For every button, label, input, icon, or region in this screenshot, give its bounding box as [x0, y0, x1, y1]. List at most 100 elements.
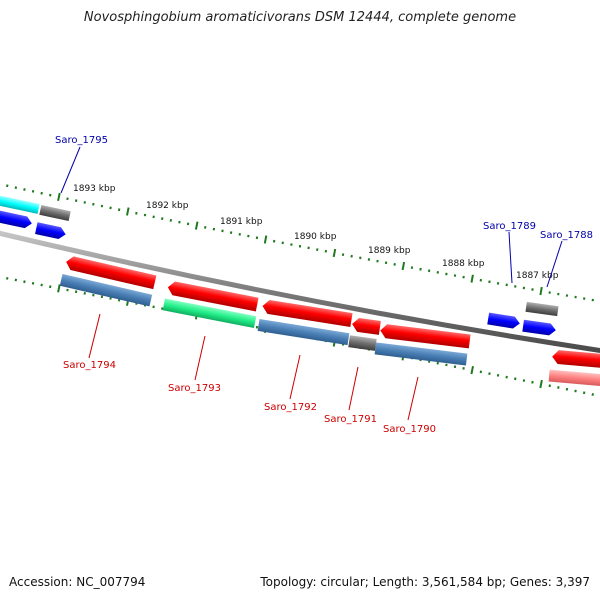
major-tick — [332, 248, 337, 258]
minor-tick — [591, 393, 594, 396]
gene-saro-1791-red-feature[interactable] — [351, 317, 381, 335]
minor-tick — [83, 201, 86, 204]
minor-tick — [66, 197, 69, 201]
minor-tick — [557, 386, 560, 389]
gene-pink-feature[interactable] — [548, 369, 600, 387]
minor-tick — [161, 307, 164, 310]
minor-tick — [582, 391, 586, 395]
minor-tick — [436, 361, 439, 365]
gene-label-saro-1791[interactable]: Saro_1791 — [324, 414, 377, 425]
kbp-label: 1889 kbp — [368, 246, 411, 256]
minor-tick — [255, 325, 259, 329]
gene-label-leaders — [60, 146, 563, 421]
genome-summary-text: Topology: circular; Length: 3,561,584 bp… — [260, 575, 590, 589]
gene-saro-1793-feature[interactable] — [162, 298, 257, 329]
gene-label-saro-1790[interactable]: Saro_1790 — [383, 424, 436, 435]
minor-tick — [488, 280, 491, 284]
minor-tick — [23, 188, 26, 191]
gene-saro-1791-feature[interactable] — [348, 335, 377, 351]
minor-tick — [255, 236, 259, 240]
kbp-label: 1891 kbp — [220, 217, 263, 227]
gene-saro-1792-red-feature[interactable] — [261, 299, 353, 327]
minor-tick — [272, 239, 276, 243]
gene-label-saro-1792[interactable]: Saro_1792 — [264, 402, 317, 413]
gene-label-saro-1793[interactable]: Saro_1793 — [168, 383, 221, 394]
leader-line — [407, 376, 419, 421]
minor-tick — [6, 276, 9, 280]
minor-tick — [410, 266, 414, 270]
gene-red-feature-4[interactable] — [552, 350, 600, 369]
kbp-label: 1890 kbp — [294, 232, 337, 242]
gene-blue-feature-1[interactable] — [0, 208, 33, 229]
gene-saro-1788-feature[interactable] — [522, 319, 556, 336]
minor-tick — [496, 281, 500, 285]
gene-red-feature-1[interactable] — [65, 255, 157, 290]
minor-tick — [178, 220, 181, 224]
minor-tick — [100, 204, 104, 208]
gene-label-saro-1788[interactable]: Saro_1788 — [540, 230, 593, 241]
minor-tick — [496, 373, 500, 377]
gene-blue-feature-2[interactable] — [35, 222, 67, 240]
gene-label-saro-1795[interactable]: Saro_1795 — [55, 135, 108, 146]
minor-tick — [31, 281, 35, 285]
minor-tick — [161, 217, 164, 221]
minor-tick — [92, 293, 95, 297]
genome-backbone — [0, 230, 600, 353]
major-tick — [263, 235, 268, 244]
minor-tick — [169, 218, 173, 222]
minor-tick — [135, 211, 138, 215]
leader-line — [88, 313, 101, 359]
minor-tick — [74, 199, 78, 203]
leader-line — [348, 366, 359, 411]
gene-red-feature-3[interactable] — [379, 324, 471, 349]
minor-tick — [479, 370, 483, 374]
leader-line — [546, 240, 563, 288]
gene-saro-1788-gray-feature[interactable] — [525, 301, 559, 317]
minor-tick — [565, 294, 569, 297]
minor-tick — [548, 384, 551, 388]
gene-saro-1794-feature[interactable] — [59, 274, 153, 307]
major-tick — [539, 379, 543, 389]
gene-saro-1789-feature[interactable] — [487, 312, 520, 330]
minor-tick — [49, 193, 52, 197]
minor-tick — [6, 184, 9, 188]
minor-tick — [109, 206, 112, 210]
gene-red-feature-2[interactable] — [167, 280, 259, 312]
major-tick — [401, 261, 406, 271]
minor-tick — [40, 191, 43, 195]
gene-saro-1790-feature[interactable] — [374, 342, 468, 366]
kbp-labels: 1893 kbp 1892 kbp 1891 kbp 1890 kbp 1889… — [73, 184, 559, 281]
minor-tick — [83, 291, 86, 295]
minor-tick — [247, 234, 250, 238]
major-tick — [194, 221, 199, 230]
plus-strand-genes — [0, 194, 559, 336]
leader-line — [60, 146, 81, 194]
gene-label-saro-1789[interactable]: Saro_1789 — [483, 221, 536, 232]
minor-tick — [100, 295, 104, 299]
minor-tick — [92, 202, 95, 206]
kbp-label: 1892 kbp — [146, 201, 189, 211]
minor-tick — [204, 225, 207, 229]
major-tick — [57, 284, 61, 293]
minor-tick — [574, 389, 577, 393]
major-tick — [470, 366, 474, 375]
gene-saro-1795-feature[interactable] — [0, 194, 40, 214]
minor-tick — [109, 297, 112, 300]
genome-title: Novosphingobium aromaticivorans DSM 1244… — [83, 10, 517, 25]
outer-tick-ring — [6, 184, 594, 302]
gene-saro-1792-feature[interactable] — [257, 319, 350, 346]
minor-tick — [49, 285, 52, 289]
gene-label-saro-1794[interactable]: Saro_1794 — [63, 360, 116, 371]
gene-gray-feature-1[interactable] — [39, 204, 71, 222]
minor-tick — [152, 215, 155, 219]
leader-line — [289, 354, 301, 400]
minor-tick — [281, 241, 284, 245]
major-tick — [470, 274, 474, 283]
gene-labels: Saro_1795 Saro_1789 Saro_1788 Saro_1794 … — [55, 135, 593, 435]
major-tick — [126, 207, 130, 216]
kbp-label: 1888 kbp — [442, 259, 485, 269]
minor-tick — [505, 375, 508, 379]
minor-tick — [427, 269, 431, 273]
